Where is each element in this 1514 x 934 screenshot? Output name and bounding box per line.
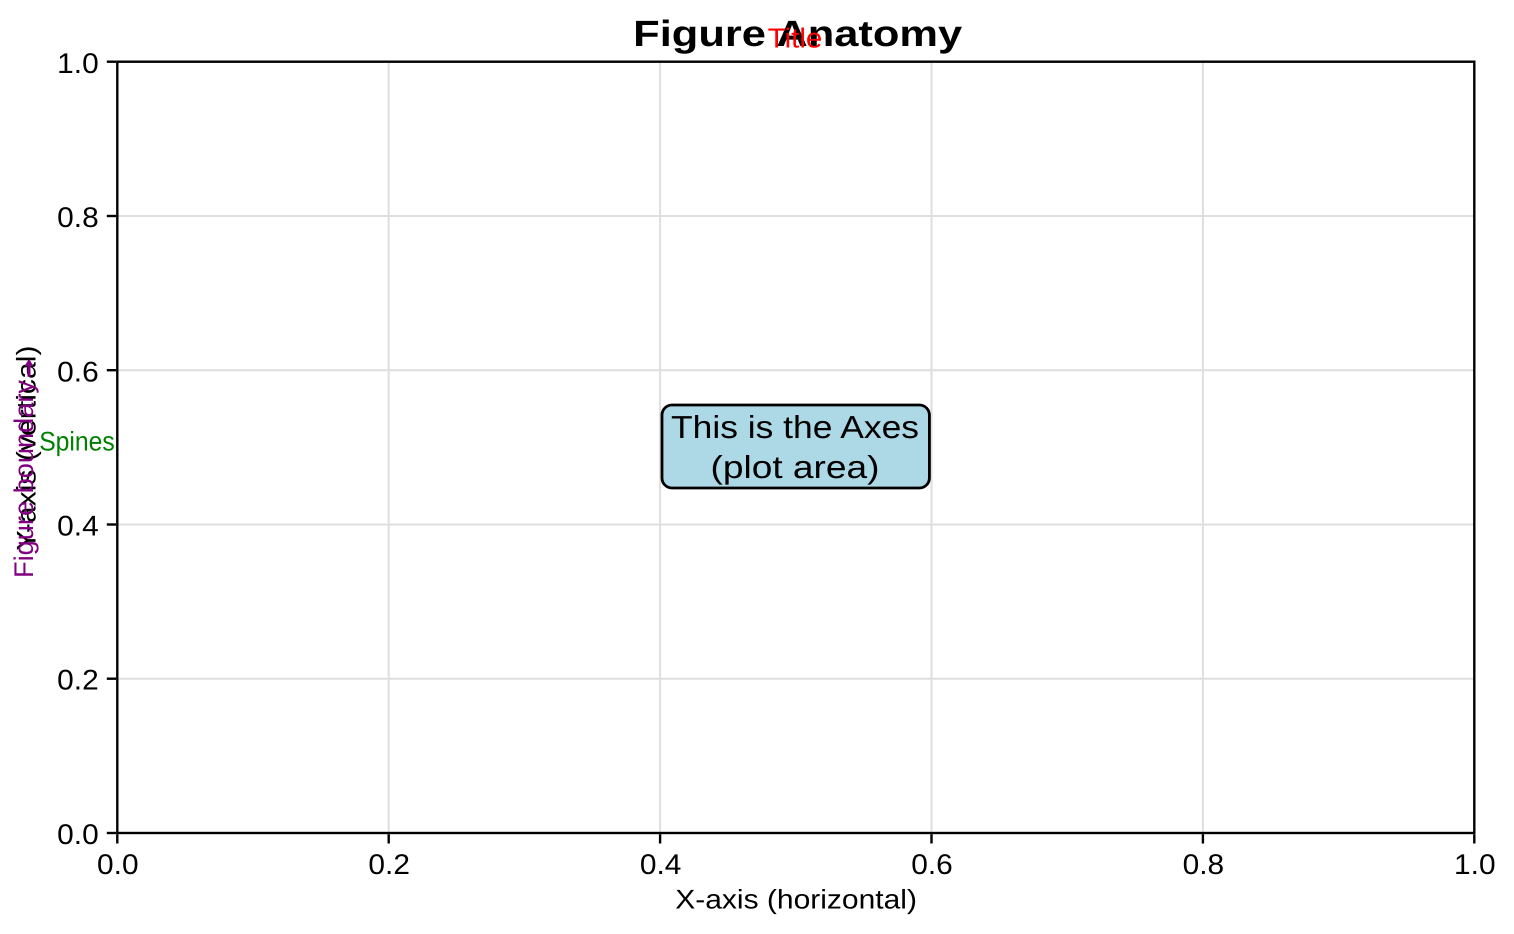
svg-text:Figure Anatomy: Figure Anatomy bbox=[633, 13, 963, 54]
svg-text:0.8: 0.8 bbox=[1183, 849, 1225, 881]
svg-text:Y-axis (vertical): Y-axis (vertical) bbox=[12, 346, 42, 551]
svg-text:Figure boundary: Figure boundary bbox=[9, 380, 39, 578]
svg-text:0.2: 0.2 bbox=[368, 849, 410, 881]
svg-text:X-axis (horizontal): X-axis (horizontal) bbox=[675, 885, 917, 915]
svg-text:Spines: Spines bbox=[39, 427, 115, 457]
svg-text:0.0: 0.0 bbox=[57, 819, 99, 851]
svg-text:This is the Axes: This is the Axes bbox=[671, 409, 919, 445]
svg-text:0.6: 0.6 bbox=[911, 849, 953, 881]
svg-text:0.6: 0.6 bbox=[57, 356, 99, 388]
svg-text:0.4: 0.4 bbox=[640, 849, 682, 881]
svg-text:1.0: 1.0 bbox=[1454, 849, 1496, 881]
svg-text:0.4: 0.4 bbox=[57, 510, 99, 542]
svg-text:0.2: 0.2 bbox=[57, 665, 99, 697]
svg-text:(plot area): (plot area) bbox=[711, 449, 880, 485]
svg-text:0.0: 0.0 bbox=[97, 849, 139, 881]
svg-text:Title: Title bbox=[768, 22, 823, 53]
svg-text:1.0: 1.0 bbox=[57, 48, 99, 80]
svg-text:0.8: 0.8 bbox=[57, 202, 99, 234]
